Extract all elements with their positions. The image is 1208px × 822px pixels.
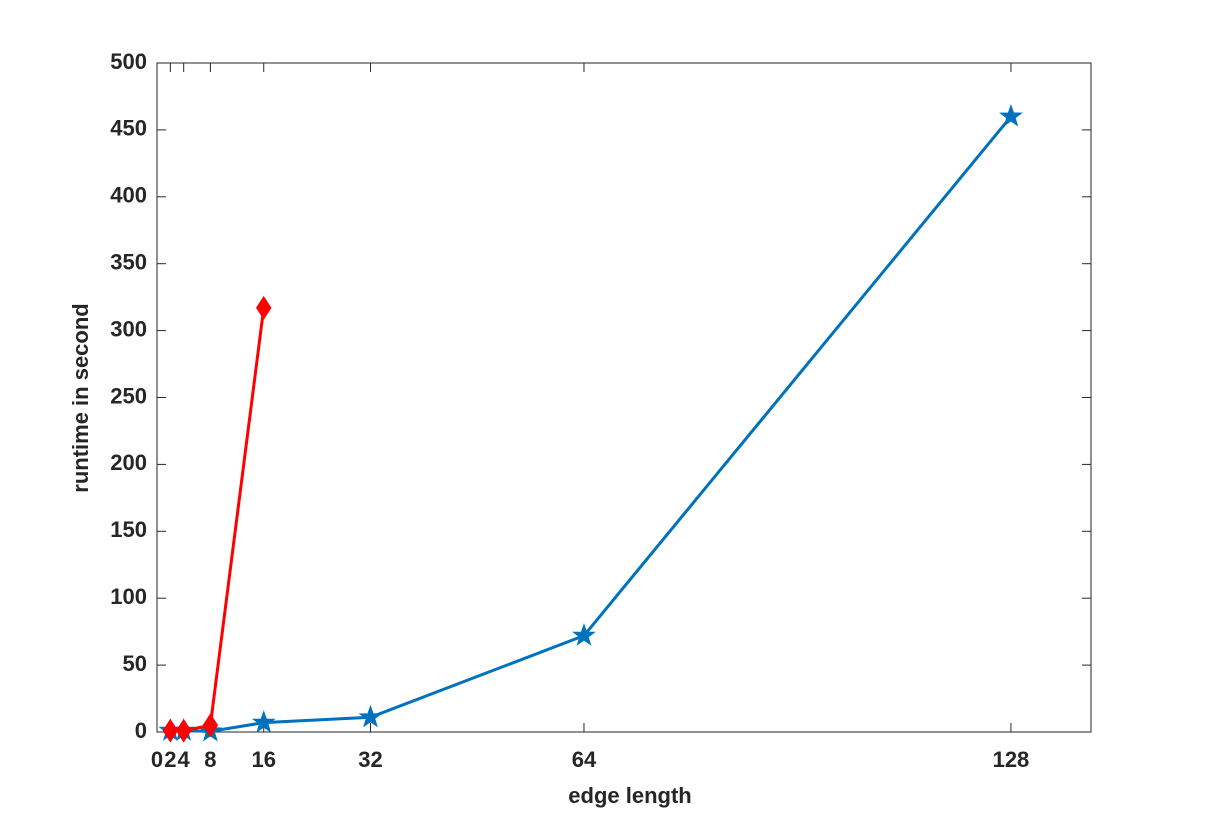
- marker: [999, 103, 1023, 127]
- x-tick-label: 16: [252, 747, 276, 772]
- marker: [251, 710, 276, 733]
- marker: [202, 713, 219, 738]
- axes-box: [156, 62, 1092, 733]
- x-tick-label: 0: [151, 747, 163, 772]
- marker: [358, 704, 383, 728]
- y-tick-label: 100: [110, 584, 147, 609]
- y-tick-label: 500: [110, 49, 147, 74]
- y-tick-label: 300: [110, 316, 147, 341]
- y-tick-label: 450: [110, 116, 147, 141]
- marker: [175, 718, 192, 743]
- x-tick-label: 32: [358, 747, 382, 772]
- y-tick-label: 350: [110, 250, 147, 275]
- y-tick-label: 400: [110, 183, 147, 208]
- marker: [572, 623, 596, 646]
- y-tick-label: 0: [135, 718, 147, 743]
- x-tick-label: 8: [204, 747, 216, 772]
- y-tick-label: 200: [110, 450, 147, 475]
- x-tick-label: 4: [178, 747, 191, 772]
- y-axis-label: runtime in second: [68, 303, 93, 492]
- y-tick-label: 150: [110, 517, 147, 542]
- x-axis-label: edge length: [568, 783, 691, 808]
- x-tick-label: 2: [164, 747, 176, 772]
- series-line: [170, 307, 266, 733]
- x-tick-label: 128: [993, 747, 1030, 772]
- y-tick-label: 50: [123, 651, 147, 676]
- y-tick-label: 250: [110, 383, 147, 408]
- series-line: [170, 115, 1013, 733]
- x-tick-label: 64: [572, 747, 597, 772]
- marker: [255, 295, 272, 320]
- marker: [162, 718, 179, 743]
